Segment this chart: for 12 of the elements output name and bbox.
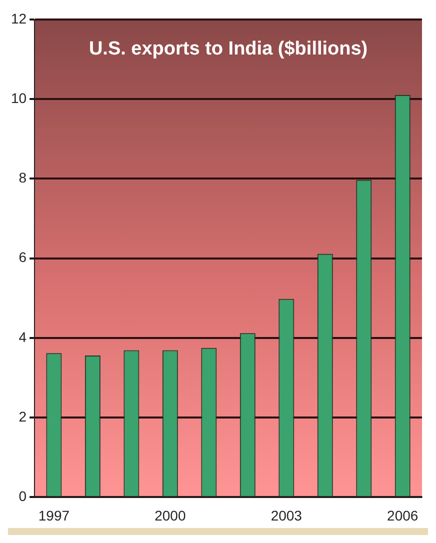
y-tick-label: 8 xyxy=(18,170,27,186)
x-tick-label: 2003 xyxy=(270,507,302,524)
y-tick-label: 4 xyxy=(18,328,27,345)
text: U.S. exports to India ($billions) xyxy=(88,38,368,60)
x-tick-label: 2000 xyxy=(154,507,186,524)
y-tick-label: 0 xyxy=(18,488,27,504)
y-tick-label: 10 xyxy=(10,90,27,106)
x-tick-label: 2006 xyxy=(387,507,418,524)
y-tick-label: 2 xyxy=(18,408,27,424)
y-tick-label: 12 xyxy=(10,10,27,26)
x-tick-label: 1997 xyxy=(38,507,70,524)
y-tick-label: 6 xyxy=(18,249,27,266)
